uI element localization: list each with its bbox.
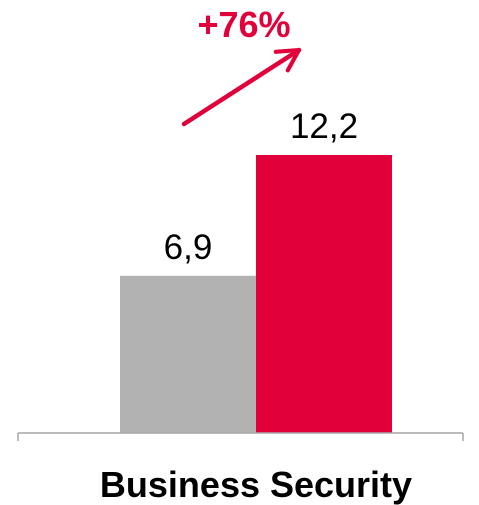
arrow-up-right-icon (181, 47, 302, 127)
bar-previous (120, 275, 256, 433)
bars-layer (120, 155, 392, 433)
value-labels-layer: 6,9 12,2 (164, 107, 358, 267)
bar-value-label: 6,9 (164, 228, 213, 267)
growth-annotation: +76% (197, 4, 290, 45)
bar-current (256, 155, 392, 433)
bar-value-label: 12,2 (290, 107, 358, 146)
x-axis-category-label: Business Security (100, 464, 412, 505)
